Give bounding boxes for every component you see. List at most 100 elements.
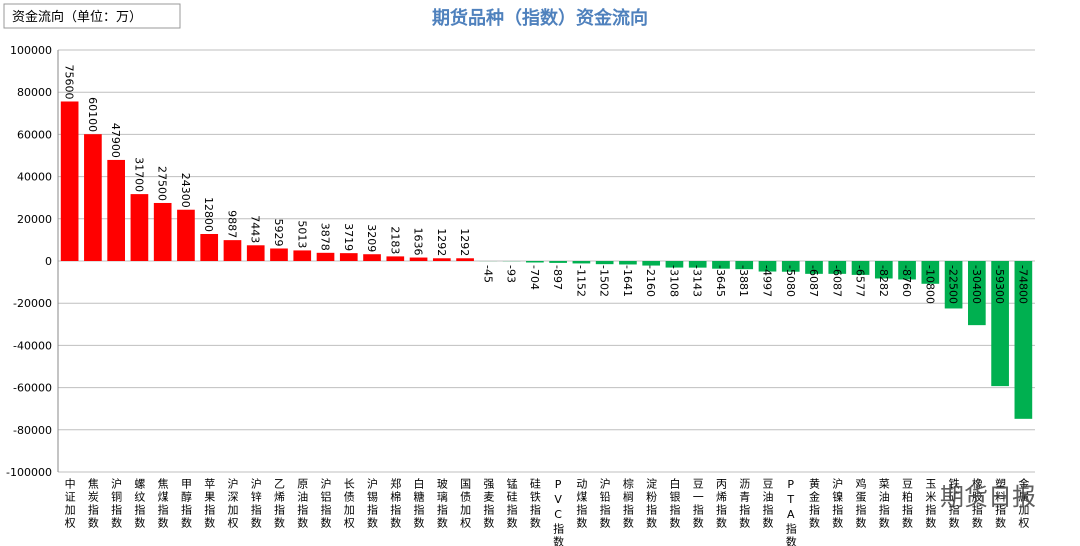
y-tick-label: -100000: [6, 466, 52, 479]
x-tick-label: 棕榈指数: [621, 477, 634, 530]
x-tick-label: 白银指数: [668, 477, 681, 530]
x-tick-label: 原油指数: [296, 478, 309, 530]
x-tick-label: 豆粕指数: [901, 478, 914, 530]
x-tick-label: 螺纹指数: [133, 478, 146, 530]
x-tick-label: 硅铁指数: [528, 478, 541, 530]
value-label: 2183: [388, 226, 401, 254]
value-label: 1292: [435, 228, 448, 256]
bar: [60, 101, 79, 261]
value-label: -3143: [691, 265, 704, 297]
bar: [898, 261, 916, 280]
value-label: 24300: [179, 173, 192, 208]
value-label: 75600: [63, 64, 76, 99]
bar: [1014, 261, 1033, 419]
bar: [991, 261, 1009, 387]
bar: [386, 256, 405, 261]
watermark: 期货日报: [940, 483, 1036, 511]
unit-box: [3, 3, 181, 29]
y-tick-label: -20000: [13, 297, 52, 310]
value-label: -22500: [947, 265, 960, 304]
value-label: -8760: [900, 265, 913, 297]
y-tick-label: -80000: [13, 424, 52, 437]
x-tick-label: 沥青指数: [738, 478, 751, 530]
value-label: -10800: [923, 265, 936, 304]
bar: [84, 134, 102, 261]
value-label: -74800: [1016, 265, 1029, 304]
bar: [665, 261, 684, 268]
bar: [805, 261, 823, 274]
bar: [223, 240, 242, 261]
value-label: -30400: [970, 265, 983, 304]
x-tick-label: 橡胶指数: [970, 478, 983, 530]
bar: [456, 258, 474, 261]
y-tick-label: 100000: [10, 44, 52, 57]
x-tick-label: 强麦指数: [482, 478, 495, 530]
x-tick-label: 郑棉指数: [389, 477, 402, 530]
value-label: 3209: [365, 224, 378, 252]
bar: [549, 261, 567, 263]
y-tick-label: 0: [45, 255, 52, 268]
bar: [758, 261, 777, 272]
y-tick-label: 80000: [17, 86, 52, 99]
bar: [293, 250, 312, 261]
y-tick-label: -40000: [13, 339, 52, 352]
value-label: 5929: [272, 218, 285, 246]
bar: [781, 261, 800, 272]
x-tick-label: PTA指数: [784, 478, 797, 546]
x-tick-label: 动煤指数: [575, 478, 588, 530]
x-tick-label: 沪铜指数: [110, 477, 123, 530]
bar: [921, 261, 940, 284]
x-tick-label: 沪锌指数: [249, 477, 262, 530]
x-tick-label: 沪铝指数: [319, 477, 332, 530]
value-label: 5013: [295, 220, 308, 248]
bar: [735, 261, 754, 270]
value-label: 47900: [109, 123, 122, 158]
x-tick-label: 焦炭指数: [86, 478, 99, 530]
bar: [246, 245, 265, 261]
x-tick-label: 淀粉指数: [645, 477, 658, 530]
y-tick-label: 60000: [17, 128, 52, 141]
value-label: 27500: [156, 166, 169, 201]
value-label: -1502: [598, 265, 611, 297]
bar: [688, 261, 707, 268]
value-label: -59300: [993, 265, 1006, 304]
value-label: -4997: [760, 265, 773, 297]
bar: [339, 253, 358, 261]
bar: [200, 233, 219, 261]
value-label: -897: [551, 265, 564, 290]
value-label: -5080: [784, 265, 797, 297]
x-tick-label: 乙烯指数: [272, 478, 285, 530]
bar: [526, 261, 544, 263]
value-label: -6087: [830, 265, 843, 297]
x-tick-label: 菜油指数: [877, 478, 890, 530]
x-tick-label: 豆一指数: [691, 478, 704, 530]
bar: [432, 258, 451, 261]
bar: [874, 261, 893, 279]
bar: [712, 261, 730, 269]
value-label: -704: [528, 265, 541, 290]
chart-title: 期货品种（指数）资金流向: [432, 7, 648, 29]
value-label: -3108: [667, 265, 680, 297]
unit-label: 资金流向（单位：万）: [12, 9, 142, 25]
value-label: 3719: [342, 223, 355, 251]
x-tick-label: 沪铅指数: [598, 477, 611, 530]
x-tick-label: 金属加权: [1017, 477, 1030, 530]
x-tick-label: 丙烯指数: [714, 478, 727, 530]
x-tick-label: 玉米指数: [924, 478, 937, 530]
x-tick-label: 鸡蛋指数: [854, 477, 867, 530]
y-tick-label: 20000: [17, 213, 52, 226]
x-tick-label: 沪镍指数: [831, 477, 844, 530]
y-tick-label: -60000: [13, 382, 52, 395]
x-tick-label: 国债加权: [459, 478, 472, 530]
value-label: 1292: [458, 228, 471, 256]
value-label: 31700: [132, 157, 145, 192]
x-tick-label: 白糖指数: [412, 477, 425, 530]
bar: [828, 261, 847, 274]
bar: [572, 261, 591, 264]
x-tick-label: 豆油指数: [761, 478, 774, 530]
value-label: -3645: [714, 265, 727, 297]
x-tick-label: 黄金指数: [808, 477, 821, 530]
bar: [363, 254, 381, 261]
value-label: -3881: [737, 265, 750, 297]
